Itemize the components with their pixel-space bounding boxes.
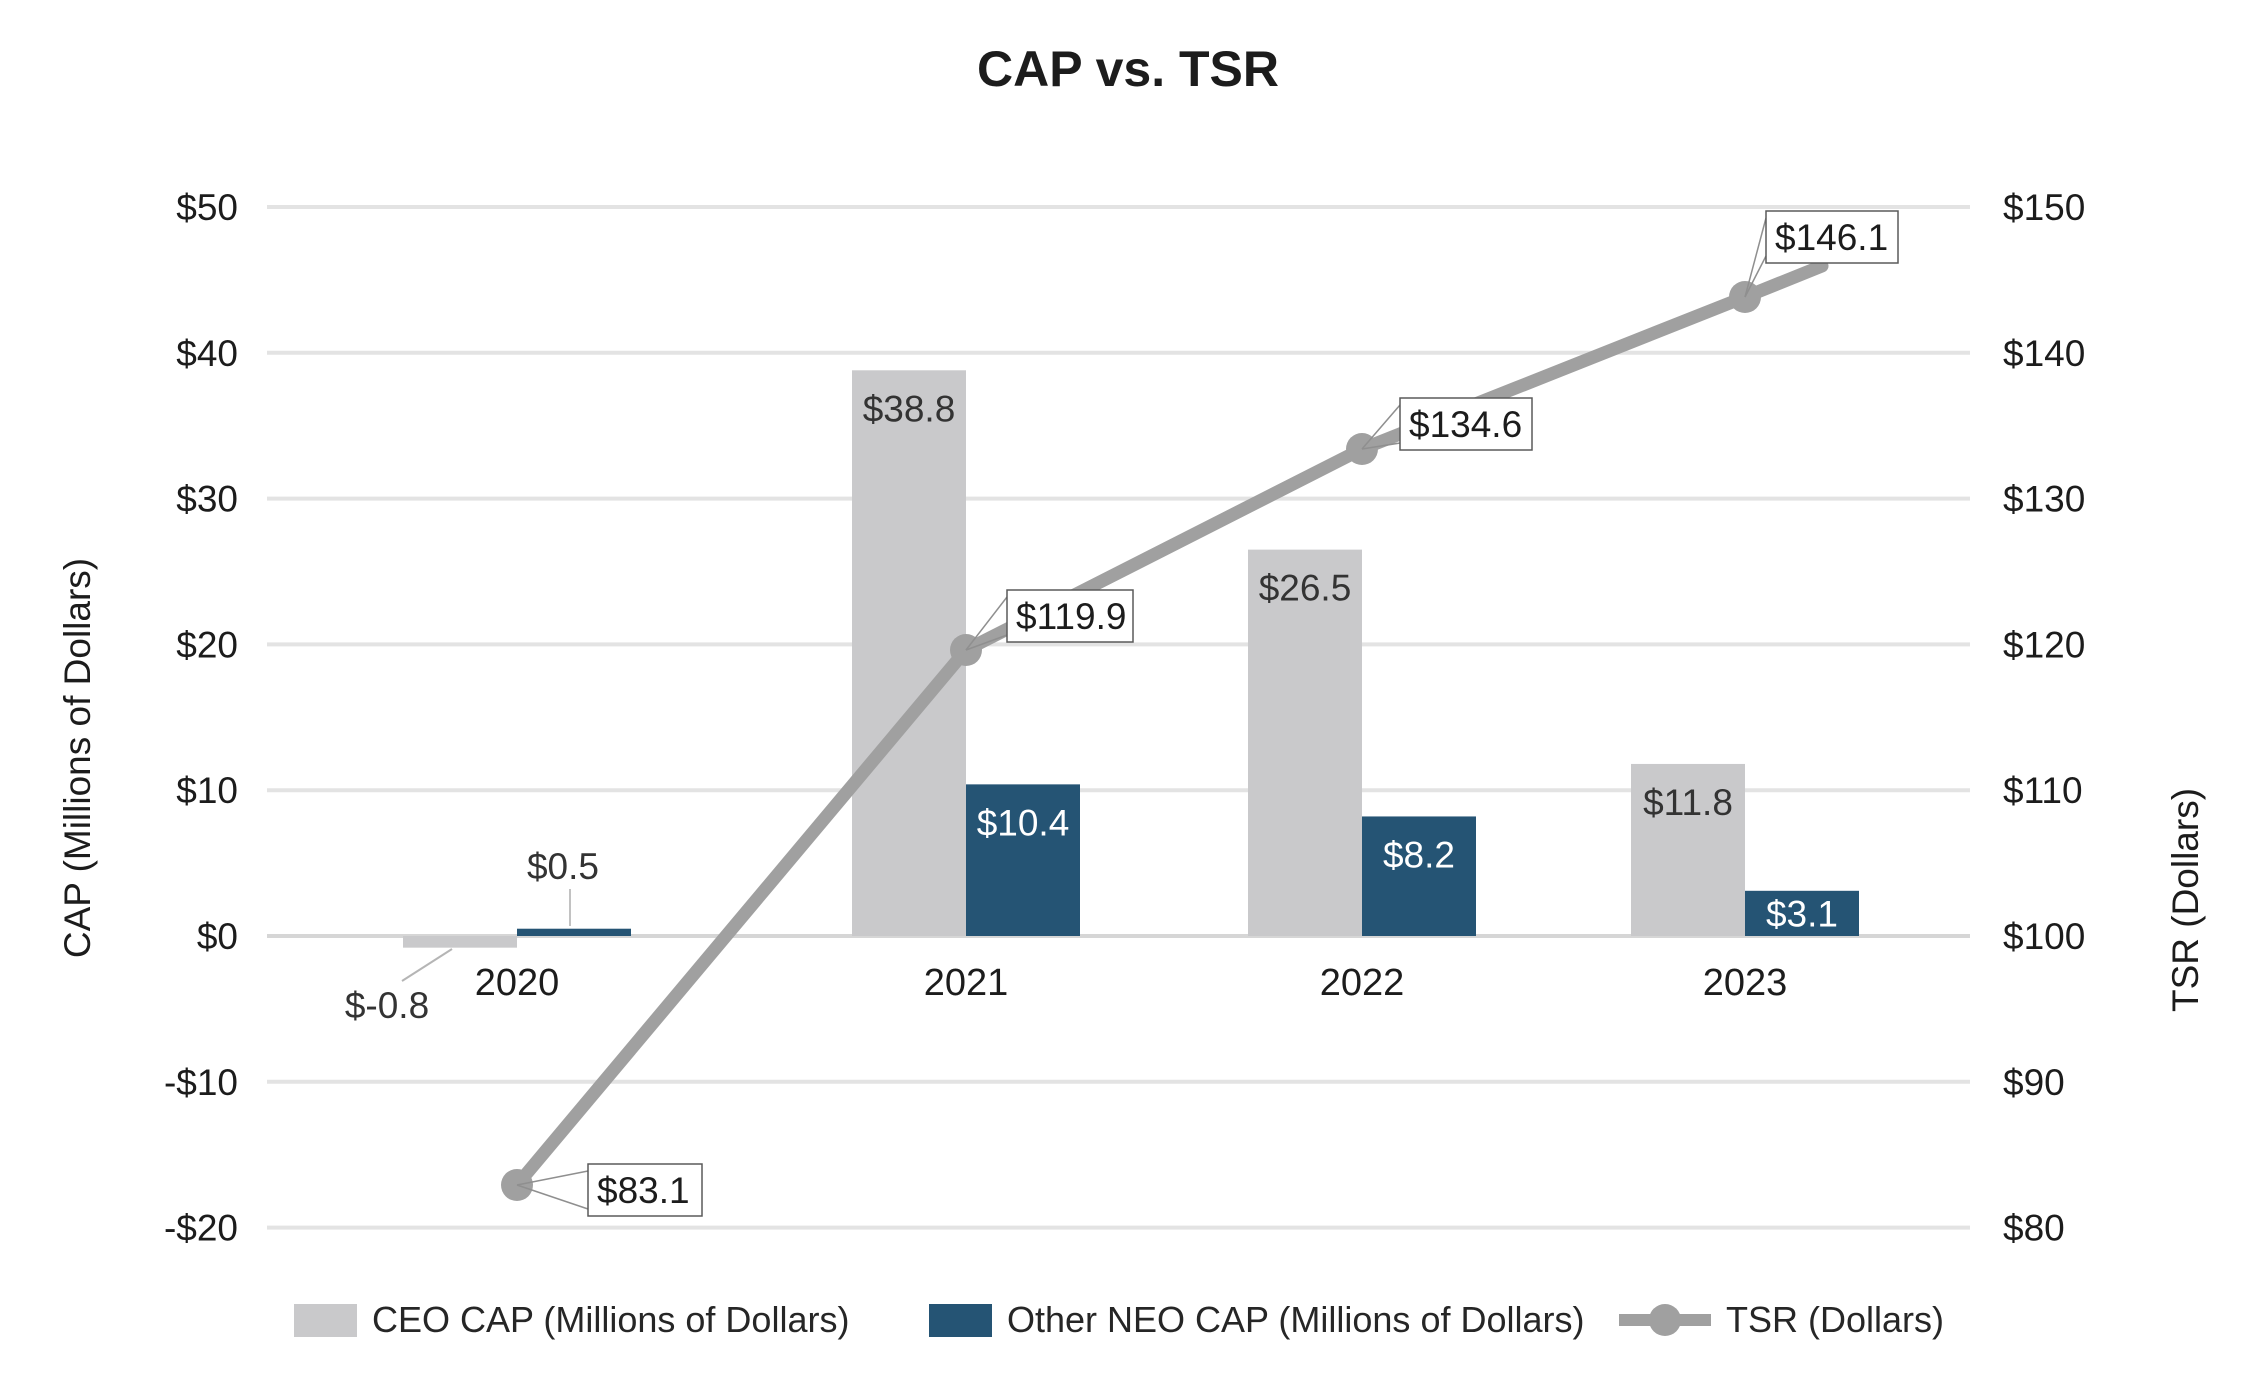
chart-title: CAP vs. TSR	[977, 41, 1279, 97]
left-axis-tick-label: $50	[176, 187, 238, 228]
tsr-callout-label: $134.6	[1409, 404, 1522, 445]
callout-leader-line	[1361, 404, 1401, 450]
left-axis-tick-label: -$20	[164, 1208, 238, 1249]
bar-ceo-cap	[1248, 549, 1362, 936]
bar-value-label: $26.5	[1259, 568, 1352, 609]
bar-value-label: $0.5	[527, 846, 599, 887]
legend-label-tsr: TSR (Dollars)	[1726, 1299, 1945, 1340]
legend-label-ceo-cap: CEO CAP (Millions of Dollars)	[372, 1299, 850, 1340]
callout-leader-line	[1744, 217, 1767, 298]
bar-value-label: $11.8	[1643, 782, 1733, 823]
bar-ceo-cap	[852, 370, 966, 936]
bar-ceo-cap	[403, 936, 517, 948]
left-axis-tick-label: $10	[176, 770, 238, 811]
right-axis-tick-label: $120	[2003, 624, 2085, 665]
tsr-callout	[587, 1163, 703, 1217]
x-axis-label: 2021	[924, 962, 1009, 1004]
tsr-callout-label: $146.1	[1775, 217, 1888, 258]
right-axis-tick-label: $140	[2003, 333, 2085, 374]
bar-neo-cap	[1362, 816, 1476, 936]
left-axis-tick-label: $20	[176, 624, 238, 665]
right-axis-title: TSR (Dollars)	[2165, 787, 2206, 1013]
bar-value-label: $-0.8	[345, 985, 429, 1026]
left-axis-tick-label: -$10	[164, 1062, 238, 1103]
legend-swatch-tsr-line	[1619, 1302, 1711, 1338]
bar-value-label: $10.4	[977, 802, 1070, 843]
callout-leader-line	[516, 1170, 589, 1186]
tsr-callout	[1765, 210, 1899, 264]
tsr-line	[510, 259, 1829, 1192]
left-axis-tick-label: $40	[176, 333, 238, 374]
leader-line	[401, 948, 453, 982]
left-axis-title: CAP (Millions of Dollars)	[57, 557, 98, 959]
bar-value-label: $3.1	[1766, 893, 1838, 934]
x-axis-label: 2020	[475, 962, 560, 1004]
callout-leader-line	[516, 1184, 589, 1210]
tsr-callout-label: $83.1	[597, 1170, 690, 1211]
legend-swatch-ceo-cap	[294, 1303, 357, 1337]
bar-value-label: $38.8	[863, 388, 956, 429]
tsr-callout	[1399, 397, 1533, 451]
x-axis-label: 2022	[1320, 962, 1405, 1004]
x-axis-label: 2023	[1703, 962, 1788, 1004]
bar-ceo-cap	[1631, 763, 1745, 936]
bar-value-label: $8.2	[1383, 834, 1455, 875]
callout-leader-line	[965, 634, 1008, 651]
tsr-callout-label: $119.9	[1016, 596, 1126, 637]
bar-neo-cap	[966, 784, 1080, 936]
legend-item-neo-cap: Other NEO CAP (Millions of Dollars)	[929, 1299, 1585, 1340]
right-axis-tick-label: $110	[2003, 770, 2083, 811]
tsr-callout	[1006, 589, 1134, 643]
legend-swatch-neo-cap	[929, 1303, 992, 1337]
right-axis-tick-label: $90	[2003, 1062, 2065, 1103]
callout-leader-line	[965, 596, 1008, 651]
right-axis-tick-label: $130	[2003, 479, 2085, 520]
right-axis-tick-label: $100	[2003, 916, 2085, 957]
legend-item-tsr: TSR (Dollars)	[1619, 1299, 1945, 1340]
legend-item-ceo-cap: CEO CAP (Millions of Dollars)	[294, 1299, 850, 1340]
right-axis-tick-label: $150	[2003, 187, 2085, 228]
left-axis-tick-label: $0	[197, 916, 238, 957]
right-axis-tick-label: $80	[2003, 1208, 2065, 1249]
bar-neo-cap	[1745, 890, 1859, 936]
callout-leader-line	[1744, 255, 1767, 298]
callout-leader-line	[1361, 442, 1401, 450]
left-axis-tick-label: $30	[176, 479, 238, 520]
bar-neo-cap	[517, 928, 631, 936]
legend-label-neo-cap: Other NEO CAP (Millions of Dollars)	[1007, 1299, 1585, 1340]
